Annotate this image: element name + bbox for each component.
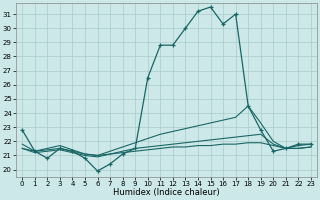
X-axis label: Humidex (Indice chaleur): Humidex (Indice chaleur) [113,188,220,197]
